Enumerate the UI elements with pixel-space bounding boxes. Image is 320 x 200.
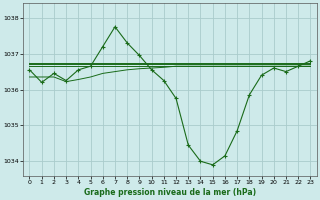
X-axis label: Graphe pression niveau de la mer (hPa): Graphe pression niveau de la mer (hPa) (84, 188, 256, 197)
